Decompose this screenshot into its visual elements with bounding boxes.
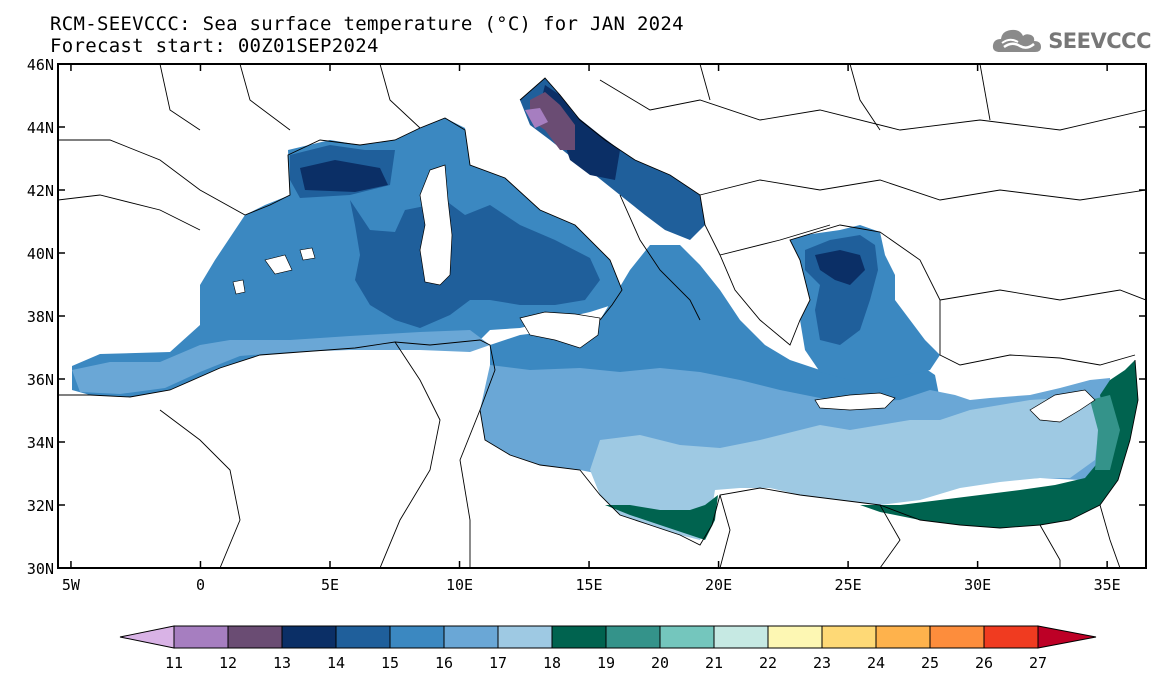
- longitude-axis: 5W 0 5E 10E 15E 20E 25E 30E 35E: [62, 64, 1121, 594]
- logo-text: SEEVCCC: [1048, 29, 1151, 53]
- colorbar-min-arrow: [119, 625, 175, 649]
- lat-label: 42N: [27, 182, 54, 200]
- sea-field: [72, 78, 1138, 540]
- cloud-logo-icon: [993, 29, 1042, 52]
- po-delta: [525, 108, 548, 128]
- colorbar-segment: [173, 625, 229, 649]
- lon-label: 35E: [1094, 576, 1121, 594]
- forecast-start-label: Forecast start: 00Z01SEP2024: [50, 35, 379, 57]
- libyan-coast-band: [605, 495, 718, 540]
- colorbar-segment: [659, 625, 715, 649]
- north-aegean-core: [815, 250, 865, 285]
- colorbar-label: 22: [759, 654, 777, 672]
- colorbar-segment: [875, 625, 931, 649]
- colorbar-max-arrow: [1037, 625, 1097, 649]
- balearic-gyre: [350, 200, 600, 328]
- alboran-sea: [72, 330, 490, 394]
- colorbar-segment: [497, 625, 553, 649]
- sicily: [519, 311, 601, 349]
- crete: [814, 392, 896, 411]
- colorbar-label: 19: [597, 654, 615, 672]
- lat-label: 44N: [27, 119, 54, 137]
- levantine-light: [590, 395, 1100, 540]
- colorbar-label: 16: [435, 654, 453, 672]
- colorbar-label: 25: [921, 654, 939, 672]
- colorbar-label: 17: [489, 654, 507, 672]
- colorbar-label: 23: [813, 654, 831, 672]
- lon-label: 5W: [62, 576, 81, 594]
- colorbar-label: 13: [273, 654, 291, 672]
- seevccc-logo: SEEVCCC: [990, 24, 1151, 58]
- colorbar-segment: [767, 625, 823, 649]
- lat-label: 38N: [27, 308, 54, 326]
- lat-label: 34N: [27, 434, 54, 452]
- venice-lagoon: [530, 92, 575, 150]
- colorbar-segment: [821, 625, 877, 649]
- colorbar-segment: [389, 625, 445, 649]
- colorbar-label: 11: [165, 654, 183, 672]
- lat-label: 36N: [27, 371, 54, 389]
- colorbar-label: 24: [867, 654, 885, 672]
- colorbar-label: 21: [705, 654, 723, 672]
- lat-label: 30N: [27, 560, 54, 578]
- lon-label: 10E: [446, 576, 473, 594]
- lon-label: 15E: [576, 576, 603, 594]
- colorbar-label: 18: [543, 654, 561, 672]
- corsica-sardinia: [419, 164, 453, 286]
- colorbar-label: 12: [219, 654, 237, 672]
- balearic-islands: [232, 247, 316, 295]
- colorbar-segment: [713, 625, 769, 649]
- lat-label: 32N: [27, 497, 54, 515]
- colorbar-segment: [605, 625, 661, 649]
- lon-label: 20E: [705, 576, 732, 594]
- western-basin: [72, 118, 622, 397]
- colorbar-segment: [335, 625, 391, 649]
- colorbar-label: 15: [381, 654, 399, 672]
- lat-label: 46N: [27, 56, 54, 74]
- lon-label: 30E: [964, 576, 991, 594]
- lon-label: 25E: [835, 576, 862, 594]
- colorbar-segment: [983, 625, 1039, 649]
- colorbar-label: 27: [1029, 654, 1047, 672]
- map-title: RCM-SEEVCCC: Sea surface temperature (°C…: [50, 13, 684, 35]
- colorbar-segment: [281, 625, 337, 649]
- coastlines: [58, 64, 1146, 568]
- east-med-teal: [1090, 395, 1120, 470]
- cyprus: [1029, 389, 1096, 423]
- colorbar-label: 20: [651, 654, 669, 672]
- colorbar-label: 26: [975, 654, 993, 672]
- lat-label: 40N: [27, 245, 54, 263]
- colorbar-segment: [551, 625, 607, 649]
- levantine-coast-band: [860, 360, 1138, 528]
- latitude-axis: 30N 32N 34N 36N 38N 40N 42N 44N 46N: [27, 56, 1146, 578]
- colorbar-segment: [929, 625, 985, 649]
- lon-label: 5E: [321, 576, 339, 594]
- lon-label: 0: [196, 576, 205, 594]
- colorbar: 11 12 13 14 15 16 17 18 19 20 21 22 23 24 25 26 27: [119, 625, 1097, 672]
- gulf-of-lion-cold: [300, 160, 388, 192]
- colorbar-label: 14: [327, 654, 345, 672]
- colorbar-segment: [227, 625, 283, 649]
- colorbar-segment: [443, 625, 499, 649]
